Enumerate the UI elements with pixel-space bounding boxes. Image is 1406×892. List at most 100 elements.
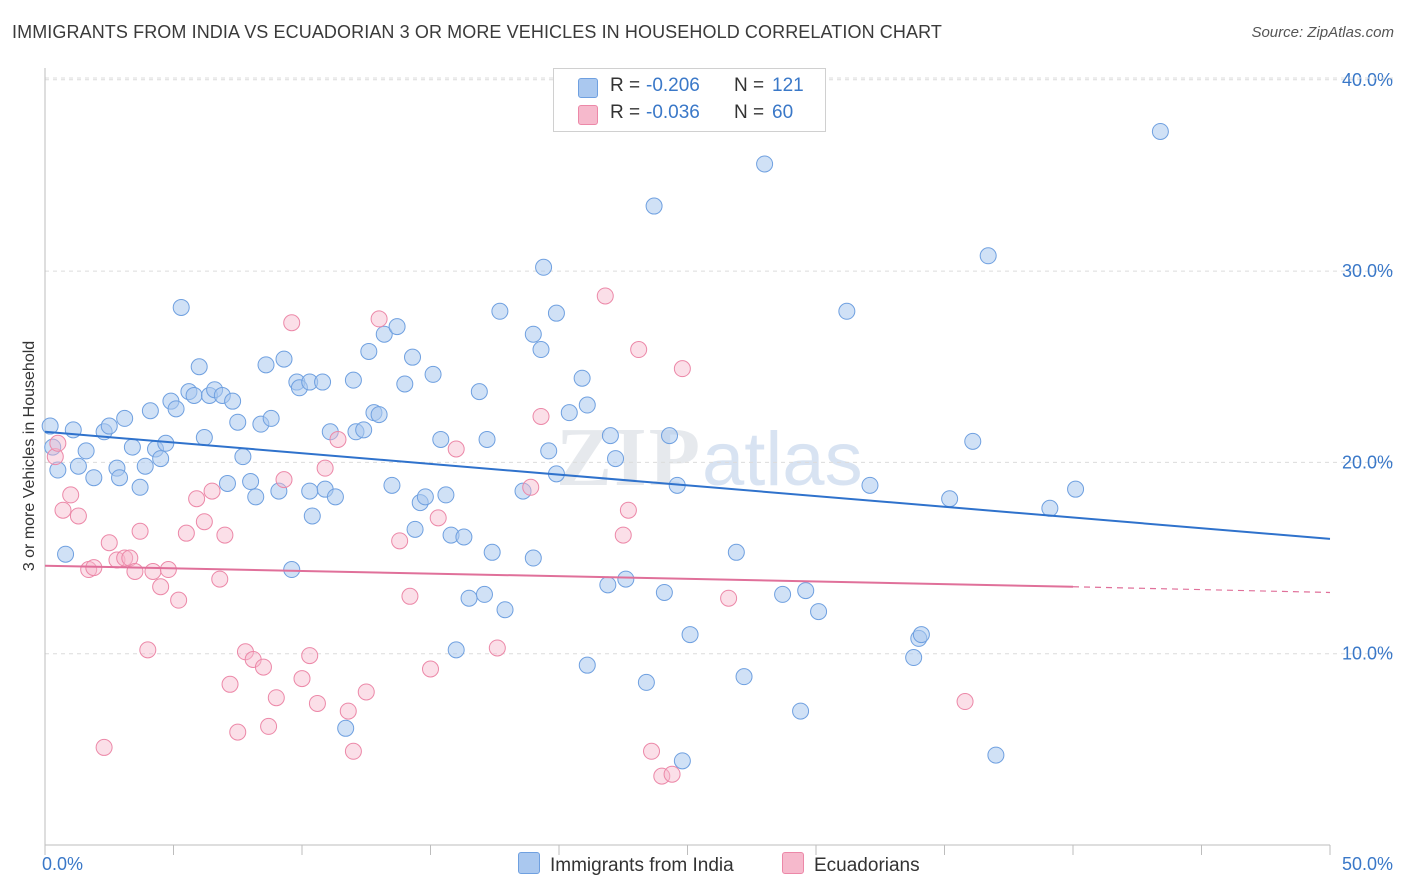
source-label: Source: ZipAtlas.com	[1251, 24, 1394, 41]
ecuador-point	[663, 765, 681, 783]
india-point	[1067, 480, 1085, 498]
ecuador-point	[46, 448, 64, 466]
india-point	[578, 656, 596, 674]
ecuador-point	[619, 501, 637, 519]
ecuador-point	[170, 591, 188, 609]
ecuador-point	[614, 526, 632, 544]
india-point	[1041, 499, 1059, 517]
ecuador-point	[301, 647, 319, 665]
ecuador-point	[221, 675, 239, 693]
india-point	[573, 369, 591, 387]
india-point	[355, 421, 373, 439]
india-point	[655, 583, 673, 601]
ecuador-point	[203, 482, 221, 500]
india-point	[406, 520, 424, 538]
india-point	[360, 342, 378, 360]
india-point	[578, 396, 596, 414]
india-point	[1151, 122, 1169, 140]
india-point	[475, 585, 493, 603]
india-point	[524, 549, 542, 567]
india-point	[524, 325, 542, 343]
india-point	[774, 585, 792, 603]
india-point	[326, 488, 344, 506]
india-point	[234, 448, 252, 466]
ecuador-point	[62, 486, 80, 504]
ecuador-point	[630, 341, 648, 359]
india-point	[756, 155, 774, 173]
india-point	[314, 373, 332, 391]
india-point	[535, 258, 553, 276]
india-point	[792, 702, 810, 720]
ecuador-point	[293, 670, 311, 688]
ecuador-point	[159, 561, 177, 579]
india-point	[77, 442, 95, 460]
ecuador-point	[447, 440, 465, 458]
india-point	[483, 543, 501, 561]
india-point	[301, 482, 319, 500]
india-point	[599, 576, 617, 594]
ecuador-point	[357, 683, 375, 701]
ecuador-point	[429, 509, 447, 527]
india-point	[116, 409, 134, 427]
india-point	[861, 476, 879, 494]
ecuador-point	[144, 562, 162, 580]
india-point	[607, 450, 625, 468]
legend-swatch-india	[578, 78, 598, 98]
legend-r-value: -0.036	[646, 102, 700, 123]
ecuador-point	[260, 717, 278, 735]
ecuador-point	[370, 310, 388, 328]
india-point	[470, 383, 488, 401]
bottom-legend-ecuador: Ecuadorians	[782, 852, 920, 877]
india-point	[645, 197, 663, 215]
india-point	[987, 746, 1005, 764]
legend-r-label: R =	[610, 75, 641, 96]
india-point	[560, 404, 578, 422]
bottom-legend-swatch-india	[518, 852, 540, 874]
india-point	[247, 488, 265, 506]
india-point	[396, 375, 414, 393]
india-point	[195, 429, 213, 447]
india-point	[218, 474, 236, 492]
india-point	[532, 341, 550, 359]
ecuador-point	[195, 513, 213, 531]
ecuador-trend-extension	[1072, 586, 1331, 594]
india-point	[547, 304, 565, 322]
india-point	[905, 649, 923, 667]
india-point	[388, 318, 406, 336]
ecuador-point	[522, 478, 540, 496]
india-point	[41, 417, 59, 435]
india-point	[123, 438, 141, 456]
india-point	[224, 392, 242, 410]
india-point	[912, 626, 930, 644]
correlation-legend: R = -0.206 N = 121 R = -0.036 N = 60	[553, 68, 826, 132]
ecuador-point	[283, 314, 301, 332]
india-point	[797, 582, 815, 600]
legend-r-label: R =	[610, 102, 641, 123]
ecuador-point	[267, 689, 285, 707]
india-point	[424, 365, 442, 383]
india-point	[601, 427, 619, 445]
india-point	[111, 469, 129, 487]
ecuador-point	[216, 526, 234, 544]
india-point	[964, 432, 982, 450]
ecuador-point	[488, 639, 506, 657]
india-point	[383, 476, 401, 494]
india-point	[190, 358, 208, 376]
ecuador-point	[308, 694, 326, 712]
india-point	[637, 673, 655, 691]
india-point	[727, 543, 745, 561]
bottom-legend-india: Immigrants from India	[518, 852, 734, 877]
ecuador-point	[653, 767, 671, 785]
india-point	[69, 457, 87, 475]
india-point	[681, 626, 699, 644]
india-point	[257, 356, 275, 374]
ecuador-point	[254, 658, 272, 676]
india-point	[344, 371, 362, 389]
india-point	[735, 668, 753, 686]
india-point	[152, 450, 170, 468]
ecuador-point	[339, 702, 357, 720]
india-point	[275, 350, 293, 368]
india-point	[447, 641, 465, 659]
india-point	[617, 570, 635, 588]
india-point	[131, 478, 149, 496]
